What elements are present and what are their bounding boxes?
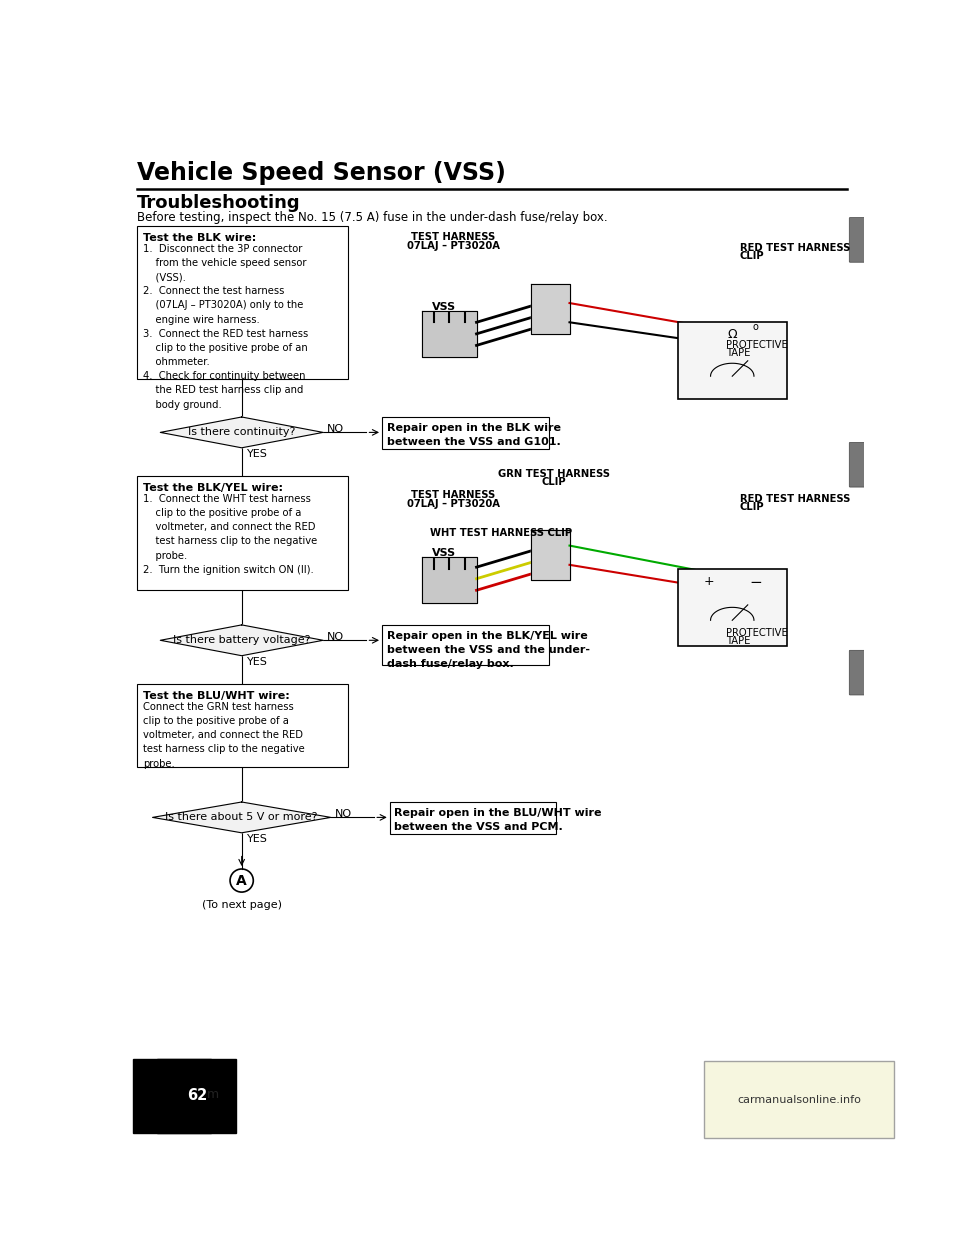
Text: RED TEST HARNESS: RED TEST HARNESS: [740, 243, 851, 253]
Text: 62: 62: [186, 1088, 207, 1103]
Text: Vehicle Speed Sensor (VSS): Vehicle Speed Sensor (VSS): [137, 160, 506, 185]
Text: YES: YES: [247, 657, 268, 667]
Text: VSS: VSS: [432, 548, 456, 558]
FancyBboxPatch shape: [382, 417, 548, 450]
FancyBboxPatch shape: [850, 442, 865, 487]
Text: Repair open in the BLK wire
between the VSS and G101.: Repair open in the BLK wire between the …: [387, 424, 561, 447]
Text: o: o: [753, 322, 758, 333]
Text: −: −: [749, 575, 762, 590]
FancyBboxPatch shape: [382, 625, 548, 664]
FancyBboxPatch shape: [850, 651, 865, 696]
Polygon shape: [153, 802, 331, 833]
Polygon shape: [531, 530, 569, 580]
Text: Before testing, inspect the No. 15 (7.5 A) fuse in the under-dash fuse/relay box: Before testing, inspect the No. 15 (7.5 …: [137, 211, 608, 224]
FancyBboxPatch shape: [390, 802, 557, 835]
FancyBboxPatch shape: [137, 684, 348, 768]
Text: GRN TEST HARNESS: GRN TEST HARNESS: [498, 468, 610, 478]
Text: +: +: [704, 575, 714, 587]
Text: www.e: www.e: [134, 1088, 176, 1102]
Text: Test the BLK wire:: Test the BLK wire:: [143, 233, 256, 243]
Polygon shape: [160, 625, 324, 656]
Text: TAPE: TAPE: [726, 636, 751, 646]
Text: Connect the GRN test harness
clip to the positive probe of a
voltmeter, and conn: Connect the GRN test harness clip to the…: [143, 702, 305, 769]
Text: YES: YES: [247, 835, 268, 845]
FancyBboxPatch shape: [678, 569, 786, 646]
Text: RED TEST HARNESS: RED TEST HARNESS: [740, 494, 851, 504]
Text: -: -: [180, 1089, 185, 1103]
Text: A: A: [236, 873, 247, 888]
Text: CLIP: CLIP: [740, 251, 764, 262]
Text: 1.  Disconnect the 3P connector
    from the vehicle speed sensor
    (VSS).
2. : 1. Disconnect the 3P connector from the …: [143, 243, 308, 410]
Text: 1.  Connect the WHT test harness
    clip to the positive probe of a
    voltmet: 1. Connect the WHT test harness clip to …: [143, 494, 318, 575]
FancyBboxPatch shape: [137, 226, 348, 379]
Text: Troubleshooting: Troubleshooting: [137, 194, 300, 211]
Text: Is there continuity?: Is there continuity?: [188, 427, 296, 437]
Text: Test the BLU/WHT wire:: Test the BLU/WHT wire:: [143, 691, 290, 702]
Text: WHT TEST HARNESS CLIP: WHT TEST HARNESS CLIP: [430, 528, 572, 538]
Text: PROTECTIVE: PROTECTIVE: [726, 340, 788, 350]
FancyBboxPatch shape: [850, 217, 865, 262]
Polygon shape: [422, 558, 476, 604]
FancyBboxPatch shape: [678, 322, 786, 399]
Polygon shape: [422, 310, 476, 356]
Text: VSS: VSS: [432, 302, 456, 312]
Text: PROTECTIVE: PROTECTIVE: [726, 628, 788, 638]
Polygon shape: [160, 417, 324, 448]
Text: NO: NO: [327, 632, 344, 642]
Text: (To next page): (To next page): [202, 899, 281, 910]
Text: TEST HARNESS: TEST HARNESS: [411, 232, 495, 242]
Text: carmanualsonline.info: carmanualsonline.info: [737, 1094, 861, 1104]
Text: 07LAJ – PT3020A: 07LAJ – PT3020A: [407, 241, 500, 251]
Text: CLIP: CLIP: [740, 503, 764, 513]
Text: TAPE: TAPE: [726, 349, 751, 359]
Text: 07LAJ – PT3020A: 07LAJ – PT3020A: [407, 498, 500, 509]
Text: YES: YES: [247, 450, 268, 460]
Text: Is there about 5 V or more?: Is there about 5 V or more?: [165, 812, 318, 822]
Text: m: m: [206, 1088, 219, 1102]
Text: Repair open in the BLK/YEL wire
between the VSS and the under-
dash fuse/relay b: Repair open in the BLK/YEL wire between …: [387, 631, 589, 669]
Text: Is there battery voltage?: Is there battery voltage?: [173, 636, 310, 646]
Text: NO: NO: [335, 810, 351, 820]
Text: Test the BLK/YEL wire:: Test the BLK/YEL wire:: [143, 483, 283, 493]
Text: 23: 23: [162, 1088, 182, 1103]
Text: Repair open in the BLU/WHT wire
between the VSS and PCM.: Repair open in the BLU/WHT wire between …: [395, 809, 602, 832]
FancyBboxPatch shape: [137, 476, 348, 590]
Text: CLIP: CLIP: [541, 477, 566, 487]
Text: Ω: Ω: [728, 328, 737, 342]
Text: NO: NO: [327, 425, 344, 435]
Text: TEST HARNESS: TEST HARNESS: [411, 491, 495, 501]
Polygon shape: [531, 283, 569, 334]
